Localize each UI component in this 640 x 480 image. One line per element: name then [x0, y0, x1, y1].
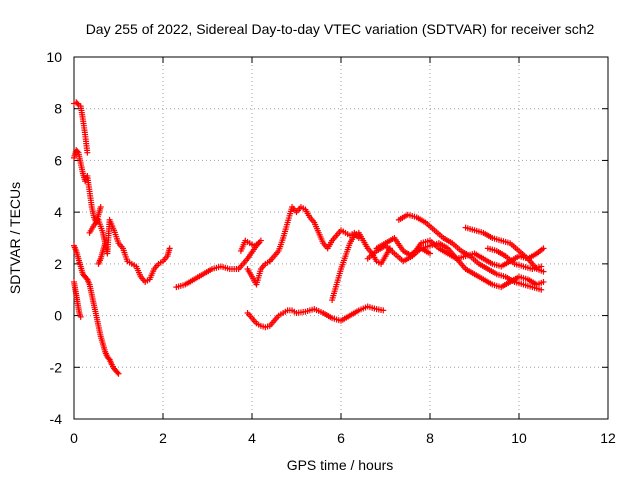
chart-title: Day 255 of 2022, Sidereal Day-to-day VTE…: [86, 21, 595, 37]
x-tick-label: 12: [600, 430, 616, 446]
data-point: [77, 313, 84, 320]
data-point: [105, 355, 112, 362]
x-tick-label: 4: [248, 430, 256, 446]
data-marks: [71, 99, 547, 377]
data-point: [84, 149, 91, 156]
y-axis-label: SDTVAR / TECUs: [7, 182, 23, 294]
data-point: [538, 286, 545, 293]
y-tick-label: 4: [54, 204, 62, 220]
data-point: [115, 370, 122, 377]
data-point: [540, 278, 547, 285]
y-tick-label: 2: [54, 256, 62, 272]
x-tick-label: 8: [426, 430, 434, 446]
y-tick-label: 6: [54, 152, 62, 168]
data-point: [538, 263, 545, 270]
data-point: [255, 240, 262, 247]
y-tick-label: 8: [54, 101, 62, 117]
axis-ticks: 0 2 4 6 8 10 12 -4 -2 0 2 4 6 8 10: [46, 49, 616, 446]
data-point: [97, 203, 104, 210]
x-axis-label: GPS time / hours: [287, 457, 394, 473]
y-tick-label: 10: [46, 49, 62, 65]
data-point: [380, 307, 387, 314]
data-point: [74, 100, 81, 107]
data-point: [114, 369, 121, 376]
data-point: [540, 268, 547, 275]
x-tick-label: 6: [337, 430, 345, 446]
x-tick-label: 2: [159, 430, 167, 446]
x-tick-label: 10: [511, 430, 527, 446]
data-point: [74, 148, 81, 155]
x-tick-label: 0: [70, 430, 78, 446]
data-point: [540, 245, 547, 252]
data-point: [83, 275, 90, 282]
data-point: [102, 240, 109, 247]
y-tick-label: -2: [50, 359, 63, 375]
data-point: [166, 245, 173, 252]
data-point: [427, 250, 433, 257]
grid-lines: [74, 57, 608, 419]
y-tick-label: 0: [54, 308, 62, 324]
y-tick-label: -4: [50, 411, 63, 427]
